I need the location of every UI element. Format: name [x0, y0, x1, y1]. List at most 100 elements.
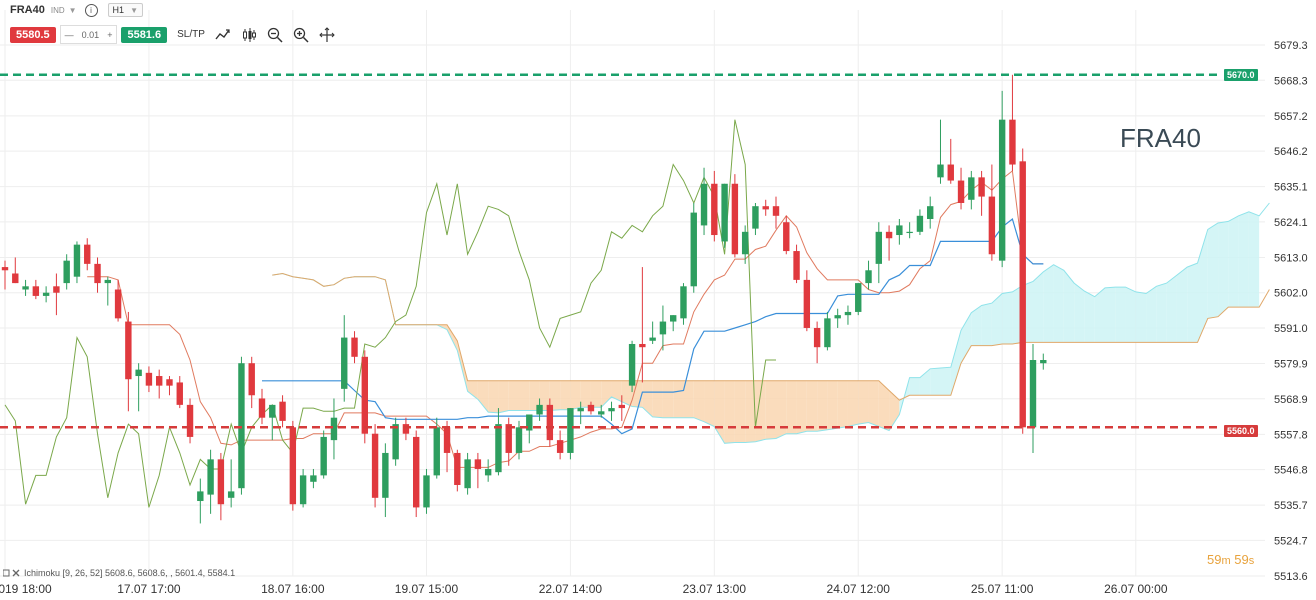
candle-body	[114, 289, 122, 319]
candle	[94, 257, 101, 293]
cloud-segment	[1218, 221, 1229, 317]
candle	[125, 311, 132, 412]
chart-toolbar: FRA40 IND ▼ i H1 ▼ 5580.5 — 0.01 + 5581.6…	[0, 0, 1240, 48]
indicator-legend-text: Ichimoku [9, 26, 52] 5608.6, 5608.6, , 5…	[24, 568, 236, 578]
candle	[711, 170, 718, 242]
lot-stepper[interactable]: — 0.01 +	[59, 25, 118, 44]
countdown-seconds: 59	[1234, 552, 1249, 567]
candle	[413, 430, 420, 518]
candle-body	[1040, 360, 1047, 364]
candle	[454, 449, 461, 492]
trade-row: 5580.5 — 0.01 + 5581.6 SL/TP	[10, 25, 335, 44]
candle-body	[628, 343, 636, 386]
candle	[659, 305, 667, 351]
decrease-lot-button[interactable]: —	[64, 29, 74, 40]
indicator-settings-icon[interactable]	[3, 568, 21, 578]
cloud-segment	[950, 330, 962, 396]
candle-body	[598, 411, 605, 415]
candle	[73, 241, 81, 284]
candle	[752, 202, 759, 236]
cloud-segment	[776, 380, 787, 439]
candle-body	[22, 286, 29, 290]
indicator-legend[interactable]: Ichimoku [9, 26, 52] 5608.6, 5608.6, , 5…	[3, 568, 235, 578]
candle-body	[700, 183, 708, 226]
increase-lot-button[interactable]: +	[107, 29, 113, 40]
price-axis[interactable]: 5679.3 5668.3 5657.2 5646.2 5635.1 5624.1 5613…	[1274, 40, 1308, 583]
info-icon[interactable]: i	[84, 3, 98, 17]
time-tick-label: 19.07 15:00	[395, 582, 459, 596]
time-tick-label: 25.07 11:00	[971, 582, 1034, 596]
candle-body	[248, 363, 255, 396]
candle-body	[145, 372, 153, 386]
candle	[618, 395, 625, 421]
zoom-in-icon[interactable]	[293, 27, 309, 43]
price-tick-label: 5646.2	[1274, 146, 1308, 158]
candle-body	[1019, 161, 1026, 428]
senkou-span-b-line	[272, 272, 1270, 401]
buy-button[interactable]: 5581.6	[121, 26, 168, 43]
candle	[855, 283, 862, 316]
crosshair-icon[interactable]	[319, 26, 335, 43]
candle	[567, 408, 574, 460]
candle	[361, 350, 368, 444]
candle-body	[73, 244, 81, 277]
time-axis[interactable]: 16.07.2019 18:00 17.07 17:00 18.07 16:00 19…	[0, 582, 1168, 596]
cloud-segment	[693, 380, 705, 422]
candle	[937, 119, 944, 184]
cloud-segment	[662, 380, 674, 418]
candle	[1, 260, 9, 290]
cloud-segment	[477, 380, 489, 413]
line-chart-icon[interactable]	[215, 27, 231, 43]
candle-body	[855, 283, 862, 312]
cloud-segment	[827, 380, 838, 430]
candle-body	[382, 452, 389, 498]
horizontal-price-lines[interactable]	[0, 73, 1222, 429]
candle	[968, 170, 975, 210]
candle	[156, 369, 163, 399]
candle-body	[772, 206, 780, 216]
cloud-segment	[611, 380, 622, 402]
candle	[371, 424, 379, 508]
candle-body	[587, 404, 595, 412]
candle	[587, 401, 595, 415]
candle-body	[63, 260, 70, 284]
sltp-button[interactable]: SL/TP	[177, 29, 205, 40]
candle	[495, 408, 502, 476]
cloud-segment	[930, 368, 941, 396]
candle-body	[639, 343, 646, 348]
countdown-seconds-unit: s	[1248, 555, 1255, 567]
cloud-segment	[1156, 283, 1167, 343]
candle	[310, 468, 317, 489]
upper-line-price-tag[interactable]: 5670.0	[1224, 69, 1258, 81]
sell-button[interactable]: 5580.5	[10, 26, 56, 43]
symbol-label[interactable]: FRA40	[10, 4, 45, 16]
candle	[546, 398, 554, 447]
cloud-segment	[704, 380, 715, 427]
chevron-down-icon[interactable]: ▼	[68, 5, 77, 15]
zoom-out-icon[interactable]	[267, 27, 283, 43]
candle	[813, 321, 821, 364]
candle	[176, 376, 183, 409]
candlestick-icon[interactable]	[241, 27, 257, 43]
candle	[628, 340, 636, 393]
candle-body	[341, 337, 348, 389]
candle-body	[330, 417, 338, 441]
timeframe-select[interactable]: H1 ▼	[107, 3, 143, 17]
cloud-segment	[580, 380, 591, 408]
candle-body	[546, 404, 554, 441]
candle	[978, 170, 985, 216]
price-tick-label: 5546.8	[1274, 465, 1308, 477]
price-tick-label: 5679.3	[1274, 40, 1308, 52]
candle	[1029, 343, 1037, 453]
candle	[772, 196, 780, 229]
candle	[598, 404, 605, 418]
ichimoku-cloud	[272, 211, 1260, 444]
candle-body	[896, 225, 903, 236]
candle	[998, 90, 1006, 268]
lower-line-price-tag[interactable]: 5560.0	[1224, 425, 1258, 437]
candle-body	[567, 408, 574, 453]
lot-input[interactable]: 0.01	[81, 29, 100, 40]
candle-body	[474, 459, 482, 469]
candle-body	[104, 279, 111, 284]
